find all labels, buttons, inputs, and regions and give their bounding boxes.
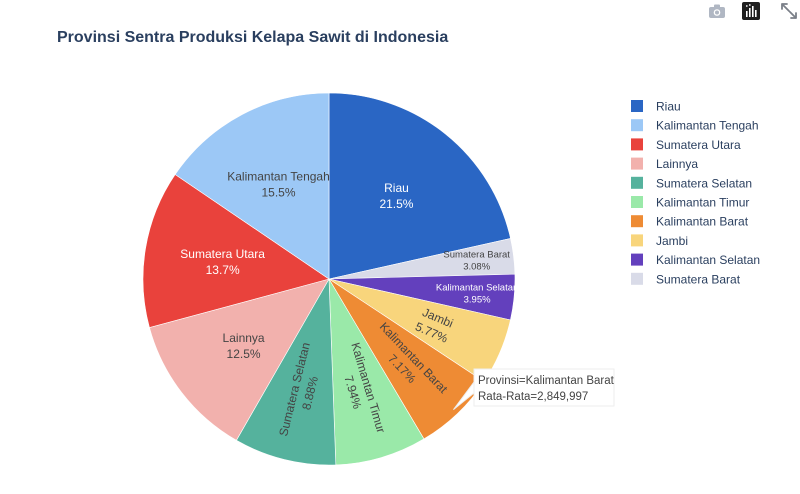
legend-swatch	[631, 100, 643, 112]
legend-label: Sumatera Utara	[656, 138, 741, 152]
legend-swatch	[631, 215, 643, 228]
legend-swatch	[631, 119, 643, 132]
legend-item-sumatera-utara[interactable]: Sumatera Utara	[631, 138, 741, 152]
slice-label-value: 12.5%	[227, 347, 261, 361]
legend-item-lainnya[interactable]: Lainnya	[631, 157, 698, 171]
slice-label-sumatera-utara: Sumatera Utara 13.7%	[180, 247, 265, 277]
slice-label-name: Lainnya	[223, 331, 265, 345]
legend-label: Jambi	[656, 234, 688, 248]
slice-label-value: 15.5%	[261, 186, 295, 200]
legend-label: Sumatera Barat	[656, 272, 741, 286]
pie-slices	[142, 92, 516, 466]
slice-label-name: Sumatera Barat	[443, 250, 510, 261]
tooltip-line-1: Provinsi=Kalimantan Barat	[478, 375, 615, 387]
legend-swatch	[631, 253, 643, 266]
legend-label: Kalimantan Barat	[656, 215, 749, 229]
legend-label: Kalimantan Selatan	[656, 253, 760, 267]
slice-label-name: Sumatera Utara	[180, 247, 265, 261]
legend-item-sumatera-barat[interactable]: Sumatera Barat	[631, 272, 741, 286]
legend-item-kalimantan-barat[interactable]: Kalimantan Barat	[631, 215, 749, 229]
pie-slice-lainnya[interactable]	[149, 278, 330, 441]
slice-label-riau: Riau 21.5%	[379, 181, 413, 211]
legend-label: Sumatera Selatan	[656, 176, 752, 190]
pie-slice-sumatera-utara[interactable]	[142, 174, 330, 328]
pie-slice-riau[interactable]	[328, 92, 511, 280]
legend[interactable]: Riau Kalimantan Tengah Sumatera Utara Lainn…	[631, 100, 760, 287]
legend-item-jambi[interactable]: Jambi	[631, 234, 688, 248]
legend-item-kalimantan-timur[interactable]: Kalimantan Timur	[631, 196, 749, 210]
legend-swatch	[631, 272, 643, 285]
expand-icon[interactable]	[780, 2, 798, 20]
pie-slice-kalimantan-timur[interactable]	[328, 278, 425, 466]
slice-label-name: Kalimantan Tengah	[227, 170, 330, 184]
slice-label-kalimantan-tengah: Kalimantan Tengah 15.5%	[227, 170, 330, 200]
legend-swatch	[631, 138, 643, 151]
legend-item-sumatera-selatan[interactable]: Sumatera Selatan	[631, 176, 752, 190]
slice-label-value: 13.7%	[206, 263, 240, 277]
camera-icon[interactable]	[708, 2, 726, 20]
legend-item-kalimantan-selatan[interactable]: Kalimantan Selatan	[631, 253, 760, 267]
legend-label: Riau	[656, 100, 681, 114]
tooltip-line-2: Rata-Rata=2,849,997	[478, 391, 588, 403]
legend-label: Lainnya	[656, 157, 698, 171]
slice-label-value: 21.5%	[379, 197, 413, 211]
pie-slice-kalimantan-tengah[interactable]	[174, 92, 330, 280]
slice-label-value: 3.95%	[464, 295, 491, 306]
legend-item-riau[interactable]: Riau	[631, 100, 681, 114]
legend-swatch	[631, 157, 643, 170]
legend-swatch	[631, 234, 643, 247]
legend-label: Kalimantan Timur	[656, 196, 749, 210]
pie-slice-sumatera-selatan[interactable]	[235, 277, 337, 466]
slice-label-value: 3.08%	[463, 262, 490, 273]
legend-swatch	[631, 196, 643, 208]
hover-tooltip: Provinsi=Kalimantan Barat Rata-Rata=2,84…	[453, 368, 615, 411]
plotly-logo-icon[interactable]	[742, 2, 760, 20]
slice-label-name: Kalimantan Selatan	[436, 283, 518, 294]
tooltip-box	[473, 368, 615, 407]
legend-swatch	[631, 176, 643, 189]
legend-label: Kalimantan Tengah	[656, 119, 759, 133]
slice-label-lainnya: Lainnya 12.5%	[223, 331, 265, 361]
legend-item-kalimantan-tengah[interactable]: Kalimantan Tengah	[631, 119, 759, 133]
slice-label-name: Riau	[384, 181, 409, 195]
chart-title: Provinsi Sentra Produksi Kelapa Sawit di…	[57, 29, 448, 46]
